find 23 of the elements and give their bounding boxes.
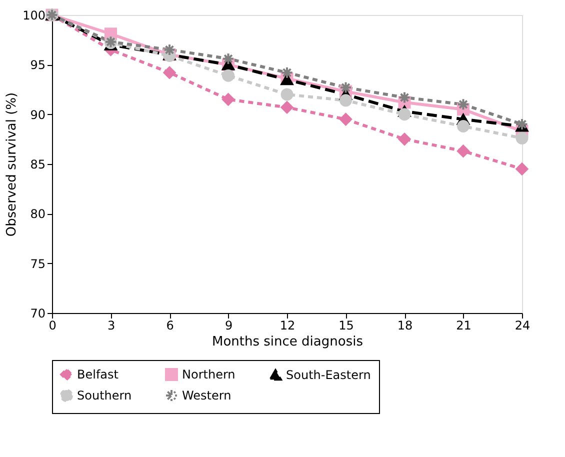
x-tick-label: 0: [48, 318, 56, 332]
x-tick-label: 6: [166, 318, 174, 332]
x-tick-label: 18: [397, 318, 413, 332]
y-tick-label: 100: [22, 8, 46, 22]
legend-label: South-Eastern: [286, 368, 371, 382]
y-tick-label: 95: [30, 58, 46, 72]
x-tick-label: 12: [280, 318, 296, 332]
x-tick-label: 24: [514, 318, 530, 332]
y-tick-label: 75: [30, 256, 46, 271]
x-tick-label: 9: [224, 318, 233, 332]
legend-label: Belfast: [77, 368, 119, 382]
legend-label: Southern: [77, 388, 132, 402]
legend-label: Northern: [182, 368, 236, 382]
y-axis-title: Observed survival (%): [4, 92, 20, 237]
x-tick-label: 3: [107, 318, 116, 332]
y-tick-label: 85: [30, 158, 46, 172]
legend-label: Western: [182, 388, 232, 402]
y-tick-label: 90: [30, 108, 46, 122]
y-tick-label: 80: [30, 207, 46, 222]
x-axis-title: Months since diagnosis: [212, 334, 364, 350]
y-tick-label: 70: [30, 306, 46, 320]
x-tick-label: 15: [338, 318, 354, 332]
x-tick-label: 21: [456, 318, 472, 332]
